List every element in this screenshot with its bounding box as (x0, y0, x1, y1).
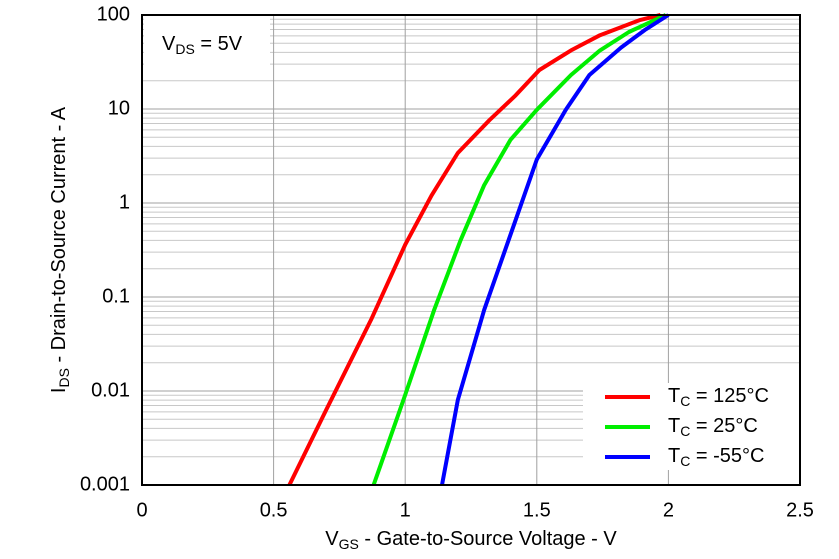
y-tick-label: 10 (108, 97, 130, 119)
legend-label: TC = 125°C (668, 385, 769, 408)
y-tick-label: 0.1 (102, 285, 130, 307)
legend-label-rest: = 125°C (690, 385, 769, 407)
legend-label: TC = 25°C (668, 415, 758, 438)
legend-label-sub: C (680, 423, 690, 439)
legend-label-main: T (668, 415, 680, 437)
x-tick-label: 1 (400, 499, 411, 521)
annotation-sub: DS (175, 41, 194, 57)
y-tick-label: 1 (119, 191, 130, 213)
x-tick-label: 2 (663, 499, 674, 521)
y-axis-label: IDS - Drain-to-Source Current - A (48, 106, 71, 393)
lines (287, 13, 670, 486)
grid (141, 14, 801, 486)
x-tick-label: 1.5 (523, 499, 551, 521)
series-line (440, 13, 670, 486)
annotation-main: V (162, 33, 176, 55)
annotation: VDS = 5V (162, 33, 243, 56)
annotation-box (144, 17, 270, 77)
legend-label-main: T (668, 445, 680, 467)
x-tick-label: 2.5 (786, 499, 814, 521)
x-axis-label: VGS - Gate-to-Source Voltage - V (325, 528, 617, 551)
y-axis-label-main: I (48, 388, 70, 394)
legend-label-main: T (668, 385, 680, 407)
x-tick-label: 0.5 (260, 499, 288, 521)
series-line (287, 13, 661, 486)
x-axis-label-rest: - Gate-to-Source Voltage - V (359, 528, 618, 550)
series-line (371, 13, 667, 486)
legend-label-sub: C (680, 393, 690, 409)
annotation-rest: = 5V (195, 33, 243, 55)
y-tick-label: 0.01 (91, 379, 130, 401)
plot-frame (141, 14, 801, 486)
legend-label-sub: C (680, 453, 690, 469)
legend-label: TC = -55°C (668, 445, 764, 468)
x-tick-label: 0 (136, 499, 147, 521)
x-axis-label-main: V (325, 528, 339, 550)
y-axis-label-sub: DS (56, 368, 72, 387)
y-tick-label: 100 (97, 3, 130, 25)
legend-label-rest: = 25°C (690, 415, 757, 437)
y-axis-label-rest: - Drain-to-Source Current - A (48, 106, 70, 368)
legend-label-rest: = -55°C (690, 445, 764, 467)
y-tick-label: 0.001 (80, 473, 130, 495)
x-axis-label-sub: GS (339, 536, 359, 552)
